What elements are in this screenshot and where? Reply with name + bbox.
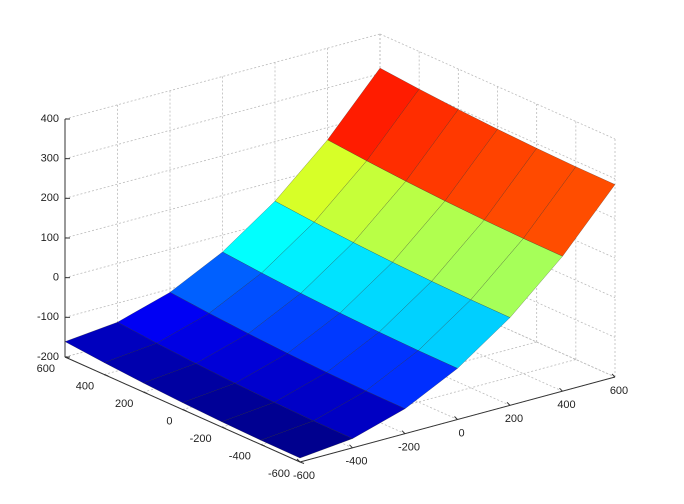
tick-mark [506,401,511,406]
surface-patch [260,420,354,459]
x-tick-label: 400 [557,399,575,411]
z-tick-label: 100 [41,232,59,244]
z-tick-label: -100 [37,311,59,323]
z-tick-label: 400 [41,113,59,125]
tick-mark [454,416,458,420]
tick-mark [559,387,563,392]
z-tick-label: 0 [53,272,59,284]
y-tick-label: 0 [166,415,172,427]
x-tick-label: 200 [505,413,523,425]
x-tick-label: -600 [293,470,315,482]
tick-mark [182,409,187,412]
z-tick-label: 300 [41,153,59,165]
x-tick-label: 600 [610,385,628,397]
y-tick-label: -200 [190,433,212,445]
tick-mark [611,373,616,378]
y-tick-label: 400 [76,380,94,392]
y-tick-label: 600 [37,363,55,375]
z-tick-label: 200 [41,192,59,204]
y-tick-label: 200 [115,398,133,410]
tick-mark [349,444,353,449]
y-tick-label: -400 [229,450,251,462]
x-tick-label: 0 [458,427,464,439]
tick-mark [103,374,109,377]
tick-mark [401,430,406,435]
tick-mark [260,444,266,447]
z-tick-label: -200 [37,351,59,363]
x-tick-label: -400 [345,456,367,468]
grid-line [379,73,616,180]
tick-mark [296,458,301,463]
y-tick-label: -600 [268,468,290,480]
x-tick-label: -200 [398,442,420,454]
tick-mark [299,461,305,464]
tick-mark [221,426,226,429]
tick-mark [64,356,70,359]
tick-mark [143,391,148,394]
